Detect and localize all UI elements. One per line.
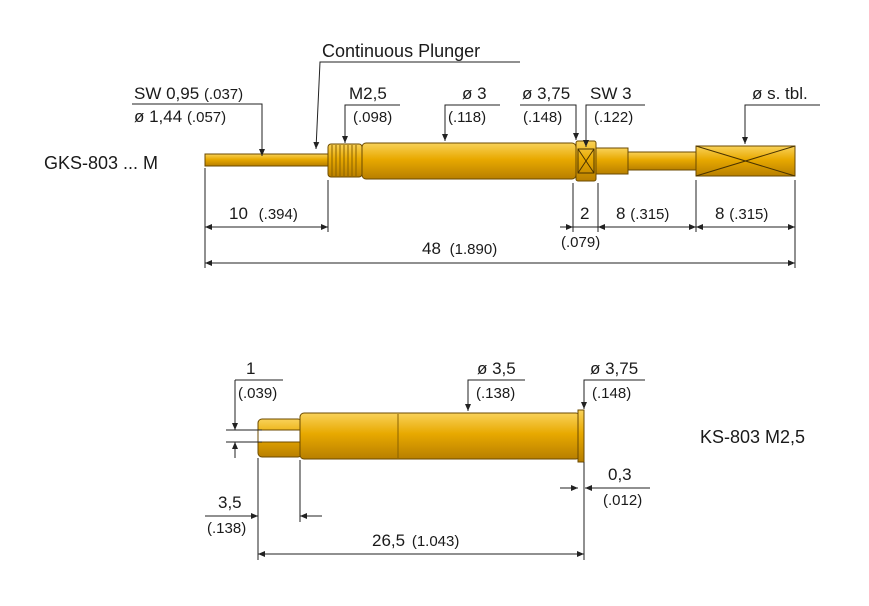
m25-leader [342, 104, 400, 143]
label-1-in: (.039) [238, 385, 277, 402]
top-extension-lines [204, 168, 796, 268]
label-265: 26,5 (1.043) [372, 531, 459, 550]
label-dia375-in: (.148) [523, 109, 562, 126]
label-dia3: ø 3 [462, 84, 487, 103]
label-48: 48 (1.890) [422, 239, 497, 258]
hex-flat [577, 148, 595, 174]
label-sw3-in: (.122) [594, 109, 633, 126]
label-2: 2 [580, 204, 589, 223]
diatbl-leader [742, 104, 820, 144]
label-m25: M2,5 [349, 84, 387, 103]
shoulder [595, 147, 629, 175]
label-03-in: (.012) [603, 492, 642, 509]
label-8b: 8 (.315) [715, 204, 768, 223]
plunger-rod [204, 153, 329, 167]
label-8a: 8 (.315) [616, 204, 669, 223]
label-10: 10 (.394) [229, 204, 298, 223]
sw3-leader [583, 104, 645, 147]
label-03: 0,3 [608, 465, 632, 484]
plunger-leader [313, 61, 520, 150]
dia375b-leader [581, 379, 645, 409]
label-dia375b: ø 3,75 [590, 359, 638, 378]
dia375-leader [520, 104, 579, 140]
bottom-receptacle [257, 409, 585, 463]
label-dia3-in: (.118) [448, 109, 486, 126]
label-dia375b-in: (.148) [592, 385, 631, 402]
label-m25-in: (.098) [353, 109, 392, 126]
thread-section [327, 143, 363, 178]
top-probe [204, 140, 796, 182]
receptacle-body [299, 412, 581, 460]
sw095-leader [132, 103, 265, 156]
label-1: 1 [246, 359, 255, 378]
part-name-top: GKS-803 ... M [44, 153, 158, 173]
neck [627, 151, 697, 171]
dia3-leader [442, 104, 500, 141]
label-dia35-in: (.138) [476, 385, 515, 402]
label-2-in: (.079) [561, 234, 600, 251]
label-dia144: ø 1,44 (.057) [134, 107, 226, 126]
label-sw095: SW 0,95 (.037) [134, 84, 243, 103]
label-dia375: ø 3,75 [522, 84, 570, 103]
callout-plunger: Continuous Plunger [322, 41, 480, 61]
thread-lines [331, 145, 357, 176]
receptacle-slot [257, 429, 303, 443]
main-body [361, 142, 577, 180]
label-35-in: (.138) [207, 520, 246, 537]
receptacle-flange [577, 409, 585, 463]
part-name-bottom: KS-803 M2,5 [700, 427, 805, 447]
label-diatbl: ø s. tbl. [752, 84, 808, 103]
label-dia35: ø 3,5 [477, 359, 516, 378]
label-sw3: SW 3 [590, 84, 632, 103]
label-35: 3,5 [218, 493, 242, 512]
dia35-leader [465, 379, 525, 411]
